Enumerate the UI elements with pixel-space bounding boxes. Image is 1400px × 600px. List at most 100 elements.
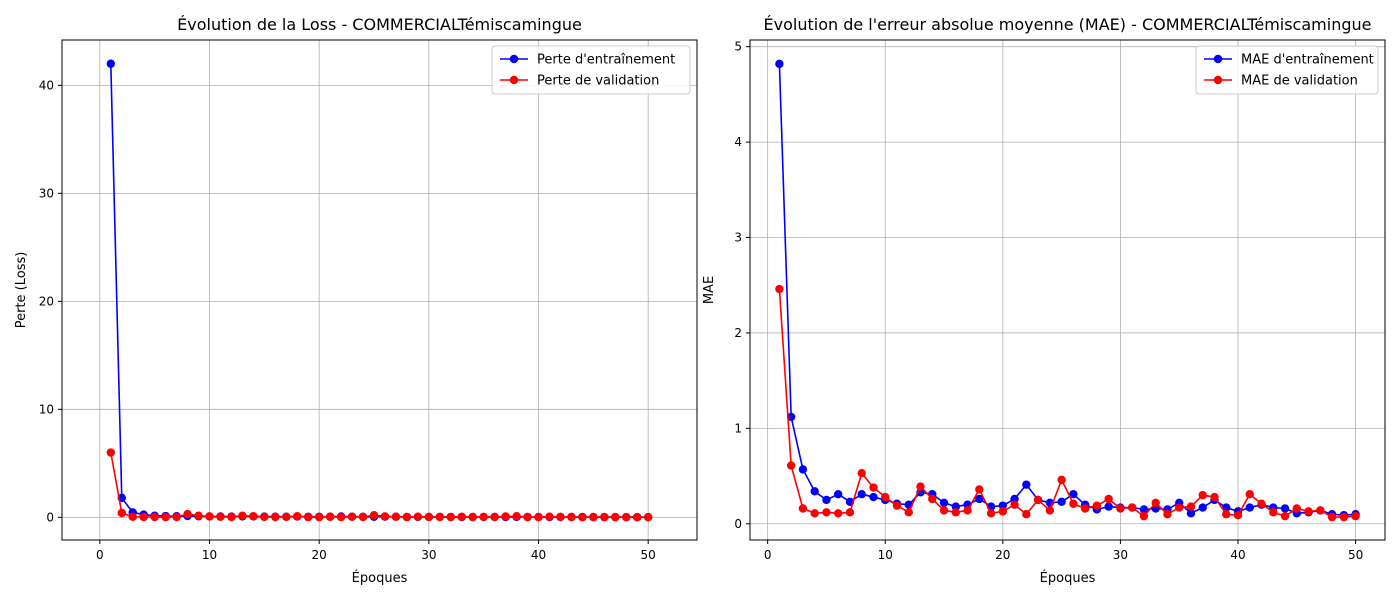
data-point-validation	[998, 507, 1008, 516]
data-point-validation	[1175, 503, 1184, 512]
data-point-validation	[1104, 494, 1113, 504]
data-point-validation	[1045, 506, 1055, 515]
data-point-validation	[975, 485, 984, 494]
x-tick-label: 30	[421, 548, 436, 562]
data-point-validation	[833, 509, 843, 518]
data-point-train	[975, 494, 984, 504]
data-point-validation	[314, 512, 324, 522]
data-point-train	[1022, 480, 1031, 489]
data-point-train	[833, 489, 843, 499]
data-point-train	[1186, 509, 1196, 518]
data-point-validation	[358, 512, 368, 522]
data-point-train	[810, 487, 819, 496]
chart-title: Évolution de l'erreur absolue moyenne (M…	[764, 15, 1372, 34]
data-point-validation	[1198, 490, 1207, 500]
x-tick-label: 20	[312, 548, 327, 562]
data-point-validation	[1280, 511, 1290, 521]
data-point-validation	[786, 461, 796, 470]
data-point-validation	[869, 483, 878, 492]
data-point-validation	[391, 512, 401, 521]
data-point-validation	[1022, 510, 1031, 519]
data-point-validation	[424, 512, 434, 522]
data-point-validation	[172, 512, 181, 522]
x-tick-label: 20	[995, 548, 1010, 562]
data-point-validation	[1245, 489, 1254, 499]
y-tick-label: 2	[734, 326, 742, 340]
plot-area-frame	[61, 39, 698, 541]
data-point-validation	[775, 284, 784, 294]
data-point-train	[1245, 503, 1254, 512]
x-tick-label: 0	[764, 548, 772, 562]
y-axis-label: MAE	[702, 276, 717, 304]
data-point-validation	[1116, 504, 1125, 513]
y-tick-label: 20	[39, 294, 54, 308]
x-tick-label: 40	[1230, 548, 1245, 562]
x-tick-label: 30	[1113, 548, 1128, 562]
data-point-validation	[1292, 504, 1302, 513]
data-point-validation	[249, 512, 258, 521]
legend-label-train: MAE d'entraînement	[1241, 53, 1374, 68]
data-point-validation	[490, 512, 499, 522]
data-point-train	[106, 59, 116, 68]
mae-chart-panel: 0 10 20 30 40 50 0 1 2 3 4 5 Évolution de l'erreur a…	[702, 15, 1386, 586]
x-tick-label: 10	[878, 548, 893, 562]
data-point-validation	[161, 512, 170, 522]
data-point-validation	[150, 512, 159, 522]
x-axis-label: Époques	[1040, 570, 1096, 586]
data-point-validation	[939, 506, 949, 515]
data-point-validation	[512, 512, 521, 521]
data-point-train	[869, 492, 878, 502]
x-axis-label: Époques	[352, 570, 408, 586]
data-point-validation	[1233, 510, 1243, 520]
data-point-validation	[798, 504, 808, 513]
data-point-validation	[643, 513, 653, 522]
data-point-train	[822, 495, 831, 505]
data-point-validation	[128, 512, 137, 521]
loss-chart-panel: 0 10 20 30 40 50 0 10 20 30 40 Évolution de la Loss…	[14, 15, 698, 586]
data-point-validation	[325, 512, 335, 521]
data-point-validation	[435, 512, 445, 522]
data-point-train	[1057, 497, 1066, 507]
data-point-train	[1280, 504, 1290, 513]
data-point-validation	[1257, 499, 1266, 508]
data-point-validation	[928, 494, 937, 504]
data-point-validation	[1351, 511, 1360, 521]
x-tick-label: 50	[641, 548, 656, 562]
data-point-validation	[336, 512, 346, 522]
legend-box	[1195, 45, 1379, 95]
data-point-validation	[1163, 510, 1172, 519]
data-point-validation	[304, 512, 313, 522]
data-point-validation	[951, 508, 960, 517]
data-point-validation	[282, 512, 291, 522]
data-point-train	[1198, 503, 1207, 512]
y-tick-label: 10	[39, 402, 54, 416]
data-point-validation	[205, 512, 214, 521]
data-point-validation	[1057, 475, 1066, 485]
data-point-validation	[1010, 500, 1019, 509]
y-tick-label: 1	[734, 421, 742, 435]
data-point-validation	[1339, 512, 1349, 522]
y-tick-label: 30	[39, 186, 54, 200]
data-point-validation	[1069, 499, 1078, 508]
data-point-train	[786, 412, 796, 422]
y-axis-label: Perte (Loss)	[14, 252, 29, 329]
legend-marker-train	[509, 54, 519, 64]
data-point-validation	[1151, 498, 1160, 507]
x-tick-label: 40	[531, 548, 546, 562]
y-tick-label: 4	[734, 135, 742, 149]
data-point-validation	[600, 512, 609, 522]
data-point-validation	[446, 512, 455, 522]
data-point-validation	[881, 492, 890, 502]
data-point-validation	[963, 506, 972, 515]
data-point-validation	[1080, 504, 1090, 513]
chart-title: Évolution de la Loss - COMMERCIALTémisca…	[177, 15, 582, 34]
y-tick-label: 0	[46, 510, 54, 524]
data-point-validation	[567, 512, 576, 522]
data-point-validation	[1210, 492, 1219, 502]
data-point-validation	[380, 512, 390, 521]
y-tick-label: 3	[734, 231, 742, 245]
data-point-validation	[117, 508, 126, 518]
data-point-validation	[402, 512, 412, 522]
